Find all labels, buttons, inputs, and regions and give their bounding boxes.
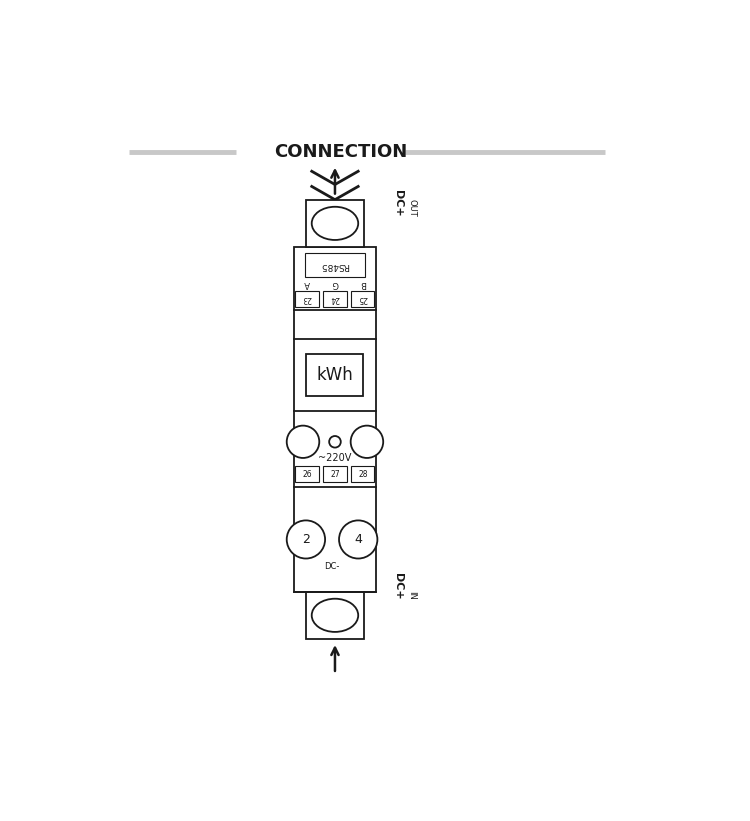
Text: 27: 27 — [330, 470, 340, 479]
Text: DC+: DC+ — [393, 573, 403, 599]
Bar — [296, 291, 319, 306]
Text: DC+: DC+ — [393, 190, 403, 217]
Bar — [307, 354, 364, 397]
Text: 28: 28 — [358, 470, 368, 479]
Text: 25: 25 — [358, 294, 368, 303]
Text: CONNECTION: CONNECTION — [274, 143, 407, 161]
Bar — [323, 466, 346, 482]
Text: IN: IN — [408, 590, 417, 599]
Text: RS485: RS485 — [320, 261, 350, 270]
Text: 23: 23 — [302, 294, 312, 303]
Bar — [306, 200, 364, 247]
Text: DC-: DC- — [324, 562, 340, 571]
Text: 24: 24 — [330, 294, 340, 303]
Text: OUT: OUT — [408, 200, 417, 217]
Bar — [294, 247, 376, 592]
Bar — [351, 291, 374, 306]
Ellipse shape — [339, 521, 377, 558]
Text: 2: 2 — [302, 533, 310, 546]
Text: 4: 4 — [354, 533, 362, 546]
Text: B: B — [360, 279, 366, 288]
Bar — [351, 466, 374, 482]
Ellipse shape — [312, 207, 358, 240]
Bar — [296, 466, 319, 482]
Bar — [323, 291, 346, 306]
Text: 26: 26 — [302, 470, 312, 479]
Text: A: A — [304, 279, 310, 288]
Ellipse shape — [286, 425, 320, 458]
Ellipse shape — [312, 599, 358, 632]
Text: kWh: kWh — [316, 366, 353, 384]
Ellipse shape — [329, 436, 340, 447]
Bar — [304, 254, 365, 277]
Text: ~220V: ~220V — [318, 453, 352, 463]
Ellipse shape — [351, 425, 383, 458]
Text: G: G — [332, 279, 338, 288]
Bar — [306, 592, 364, 639]
Ellipse shape — [286, 521, 325, 558]
